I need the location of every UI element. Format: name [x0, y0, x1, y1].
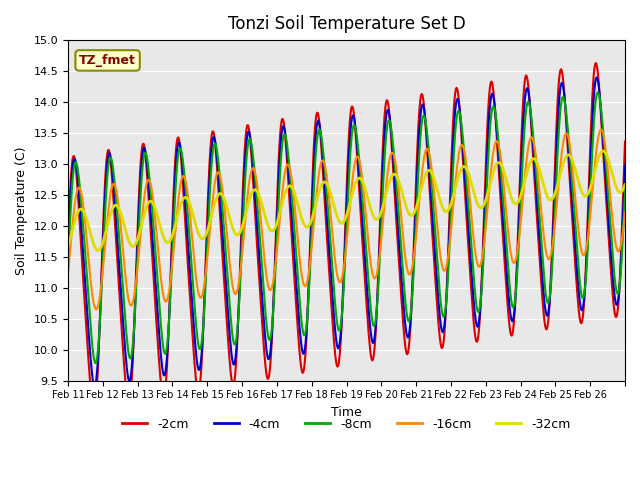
Text: TZ_fmet: TZ_fmet — [79, 54, 136, 67]
Title: Tonzi Soil Temperature Set D: Tonzi Soil Temperature Set D — [228, 15, 465, 33]
X-axis label: Time: Time — [331, 406, 362, 419]
Y-axis label: Soil Temperature (C): Soil Temperature (C) — [15, 146, 28, 275]
Legend: -2cm, -4cm, -8cm, -16cm, -32cm: -2cm, -4cm, -8cm, -16cm, -32cm — [117, 413, 576, 436]
